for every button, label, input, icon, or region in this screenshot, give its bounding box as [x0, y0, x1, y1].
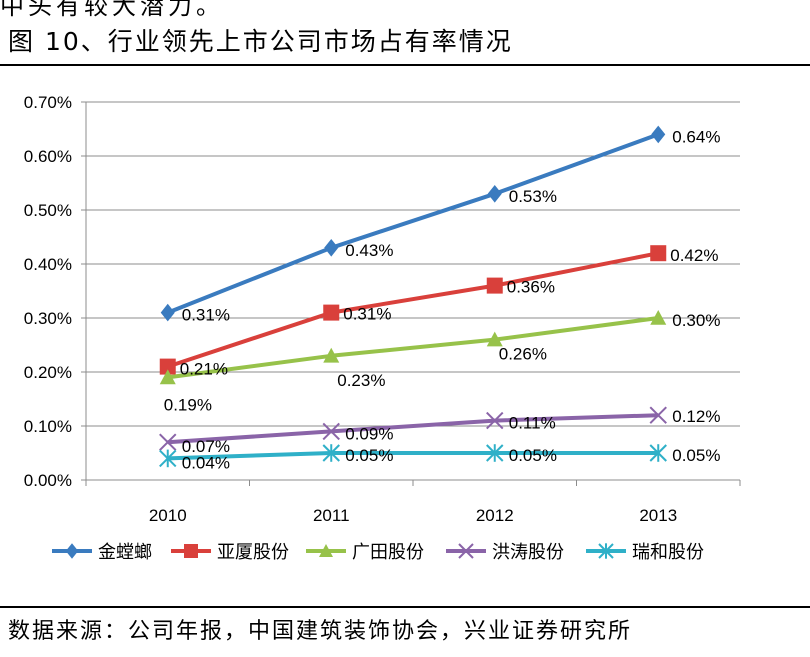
source-note: 数据来源：公司年报，中国建筑装饰协会，兴业证券研究所: [8, 619, 633, 644]
legend-label: 亚厦股份: [217, 542, 289, 563]
series-lines: [159, 125, 667, 468]
series-line-4: [167, 451, 659, 461]
data-point-marker: [322, 422, 340, 441]
y-tick-label: 0.50%: [24, 201, 72, 220]
x-tick-label: 2011: [313, 506, 350, 525]
data-point-marker: [322, 444, 340, 462]
data-point-marker: [650, 310, 667, 325]
source-rule: [0, 606, 810, 608]
marker-stroke: [649, 406, 667, 424]
x-tick-label: 2010: [149, 506, 187, 525]
data-labels: 0.31% 0.43% 0.53% 0.64% 0.21% 0.31% 0.36% 0.42%…: [164, 127, 721, 472]
data-label: 0.53%: [509, 187, 557, 206]
data-label: 0.07%: [182, 437, 230, 456]
figure-title: 图 10、行业领先上市公司市场占有率情况: [8, 27, 513, 56]
data-point-marker: [650, 245, 667, 262]
data-label: 0.21%: [180, 360, 228, 379]
legend: 金螳螂 亚厦股份 广田股份 洪涛股份 瑞和股份: [52, 542, 704, 563]
legend-marker: [319, 544, 333, 557]
x-tick-label: 2013: [639, 506, 677, 525]
data-point-marker: [159, 358, 176, 375]
y-tick-label: 0.20%: [24, 363, 72, 382]
marker-stroke: [322, 422, 340, 441]
page-text-fragment: 中头有较大潜力。: [0, 0, 224, 20]
data-point-marker: [649, 406, 667, 424]
legend-label: 洪涛股份: [492, 542, 564, 563]
y-tick-label: 0.70%: [24, 93, 72, 112]
data-point-marker: [487, 184, 502, 203]
data-point-marker: [323, 304, 340, 321]
data-point-marker: [160, 303, 175, 322]
data-point-marker: [486, 444, 504, 462]
data-label: 0.36%: [507, 278, 555, 297]
series-line-2: [167, 316, 659, 380]
legend-label: 金螳螂: [98, 542, 152, 563]
series-line-1: [167, 251, 659, 369]
data-label: 0.05%: [672, 446, 720, 465]
title-rule: [0, 64, 810, 66]
data-label: 0.09%: [345, 424, 393, 443]
series-line-3: [167, 413, 659, 445]
y-tick-label: 0.60%: [24, 147, 72, 166]
data-label: 0.23%: [337, 371, 385, 390]
data-point-marker: [159, 433, 177, 451]
marker-stroke: [458, 543, 474, 559]
legend-marker: [458, 543, 474, 559]
line-chart: 0.00% 0.10% 0.20% 0.30% 0.40% 0.50% 0.60% 0.70%…: [24, 93, 741, 563]
data-point-marker: [159, 369, 176, 385]
data-label: 0.31%: [343, 305, 391, 324]
data-label: 0.64%: [672, 127, 720, 146]
data-point-marker: [159, 449, 177, 468]
data-point-marker: [486, 411, 504, 430]
data-label: 0.19%: [164, 395, 212, 414]
data-point-marker: [649, 444, 667, 462]
legend-marker: [184, 544, 198, 558]
y-tick-label: 0.30%: [24, 309, 72, 328]
legend-marker: [598, 543, 614, 559]
data-label: 0.30%: [672, 311, 720, 330]
data-label: 0.05%: [509, 446, 557, 465]
series-line-0: [167, 132, 659, 315]
legend-marker: [65, 543, 79, 559]
data-point-marker: [323, 347, 340, 363]
data-label: 0.26%: [499, 345, 547, 364]
data-label: 0.05%: [345, 446, 393, 465]
data-point-marker: [486, 277, 503, 294]
y-tick-label: 0.00%: [24, 471, 72, 490]
data-label: 0.31%: [182, 306, 230, 325]
x-tick-label: 2012: [476, 506, 514, 525]
data-point-marker: [324, 238, 339, 257]
data-label: 0.12%: [672, 407, 720, 426]
legend-label: 瑞和股份: [632, 542, 704, 563]
y-tick-label: 0.10%: [24, 417, 72, 436]
data-label: 0.11%: [509, 414, 556, 433]
data-label: 0.42%: [670, 246, 718, 265]
y-tick-label: 0.40%: [24, 255, 72, 274]
data-label: 0.43%: [345, 241, 393, 260]
legend-label: 广田股份: [352, 542, 424, 563]
marker-stroke: [159, 433, 177, 451]
data-point-marker: [486, 331, 503, 347]
marker-stroke: [486, 411, 504, 430]
data-point-marker: [651, 125, 666, 144]
data-label: 0.04%: [182, 453, 230, 472]
axes: 0.00% 0.10% 0.20% 0.30% 0.40% 0.50% 0.60% 0.70%…: [24, 93, 741, 525]
